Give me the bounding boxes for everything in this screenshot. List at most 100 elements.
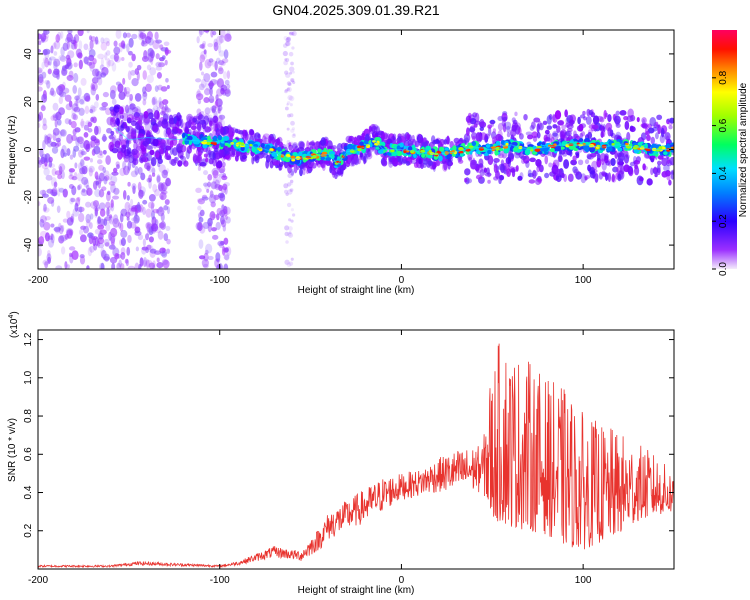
- spectrogram-cell: [657, 124, 661, 135]
- spectrogram-cell: [176, 112, 182, 122]
- spectrogram-cell: [124, 104, 130, 114]
- spectrogram-cell: [302, 168, 306, 176]
- spectrogram-cell: [546, 114, 552, 125]
- spectrogram-cell: [212, 135, 218, 142]
- spectrogram-cell: [178, 138, 185, 148]
- spectrogram-cell: [56, 31, 62, 41]
- spectrogram-cell: [241, 154, 248, 160]
- spectrogram-cell: [54, 227, 61, 234]
- spectrogram-cell: [152, 125, 158, 132]
- spectrogram-cell: [58, 54, 66, 61]
- spectrogram-cell: [284, 259, 290, 265]
- spectrogram-cell: [468, 126, 476, 133]
- spectrogram-cell: [46, 140, 54, 148]
- spectrogram-cell: [269, 160, 274, 169]
- spectrogram-cell: [38, 67, 43, 74]
- spectrogram-cell: [244, 129, 248, 137]
- spectrogram-cell: [62, 42, 69, 51]
- spectrogram-cell: [240, 146, 245, 152]
- spectrogram-cell: [290, 61, 294, 66]
- spectrogram-cell: [69, 197, 74, 205]
- spectrogram-cell: [83, 179, 89, 188]
- spectrogram-cell: [330, 169, 336, 176]
- spectrogram-cell: [115, 81, 122, 86]
- spectrogram-cell: [583, 174, 591, 180]
- spectrogram-cell: [221, 208, 228, 217]
- spectrogram-cell: [564, 109, 568, 118]
- spectrogram-cell: [359, 141, 364, 146]
- spectrogram-cell: [286, 182, 292, 187]
- spectrogram-cell: [137, 167, 143, 175]
- spectrogram-cell: [75, 197, 81, 207]
- spectrogram-cell: [381, 154, 389, 159]
- spectrogram-cell: [197, 114, 205, 122]
- spectrogram-cell: [207, 181, 212, 188]
- spectrogram-cell: [363, 155, 367, 165]
- spectrogram-cell: [224, 247, 229, 253]
- spectrogram-cell: [572, 166, 578, 174]
- spectrogram-cell: [120, 247, 126, 256]
- spectrogram-cell: [479, 169, 486, 177]
- spectrogram-cell: [325, 157, 332, 161]
- spectrogram-cell: [531, 151, 538, 155]
- spectrogram-cell: [41, 153, 48, 163]
- spectrogram-cell: [290, 257, 294, 261]
- spectrogram-cell: [198, 239, 204, 249]
- spectrogram-cell: [161, 55, 166, 60]
- spectrogram-cell: [146, 64, 152, 71]
- spectrogram-x-label: Height of straight line (km): [298, 285, 415, 296]
- spectrogram-cell: [106, 50, 111, 56]
- spectrogram-cell: [284, 89, 288, 94]
- spectrogram-cell: [308, 141, 316, 146]
- spectrogram-cell: [607, 172, 612, 183]
- spectrogram-cell: [158, 183, 166, 193]
- spectrogram-cell: [236, 151, 241, 157]
- spectrogram-cell: [59, 129, 67, 137]
- spectrogram-cell: [87, 121, 93, 128]
- spectrogram-cell: [611, 173, 615, 183]
- spectrogram-cell: [369, 142, 373, 148]
- spectrogram-cell: [163, 233, 169, 242]
- spectrogram-cell: [78, 40, 83, 51]
- spectrogram-cell: [64, 261, 68, 269]
- spectrogram-cell: [111, 98, 117, 105]
- spectrogram-cell: [286, 127, 290, 131]
- snr-x-label: Height of straight line (km): [298, 585, 415, 596]
- spectrogram-cell: [216, 176, 222, 184]
- y-tick-label: -20: [23, 190, 34, 205]
- spectrogram-cell: [125, 258, 129, 267]
- spectrogram-cell: [213, 41, 219, 52]
- spectrogram-cell: [71, 112, 77, 120]
- spectrogram-cell: [405, 160, 411, 166]
- spectrogram-cell: [52, 42, 57, 50]
- spectrogram-cell: [498, 163, 505, 171]
- spectrogram-cell: [573, 130, 577, 138]
- spectrogram-cell: [320, 137, 326, 147]
- spectrogram-cell: [336, 170, 343, 176]
- spectrogram-cell: [216, 78, 225, 88]
- spectrogram-cell: [216, 161, 222, 170]
- spectrogram-cell: [210, 181, 218, 189]
- spectrogram-cell: [164, 104, 168, 111]
- spectrogram-cell: [131, 148, 139, 156]
- spectrogram-cell: [89, 158, 93, 163]
- spectrogram-cell: [81, 149, 85, 156]
- spectrogram-cell: [625, 154, 630, 159]
- spectrogram-cell: [641, 117, 647, 124]
- spectrogram-cell: [110, 199, 114, 208]
- spectrogram-cell: [70, 213, 75, 224]
- spectrogram-cell: [85, 120, 90, 125]
- spectrogram-cell: [57, 174, 63, 180]
- spectrogram-cell: [274, 138, 280, 144]
- spectrogram-cell: [288, 226, 293, 231]
- spectrogram-cell: [497, 116, 504, 122]
- spectrogram-cell: [133, 112, 140, 119]
- spectrogram-cell: [117, 125, 124, 132]
- spectrogram-cell: [420, 161, 424, 170]
- spectrogram-cell: [115, 161, 120, 167]
- spectrogram-cell: [88, 167, 93, 177]
- spectrogram-cell: [118, 134, 124, 142]
- spectrogram-cell: [77, 87, 82, 97]
- spectrogram-cell: [47, 68, 52, 75]
- spectrogram-cell: [292, 142, 299, 149]
